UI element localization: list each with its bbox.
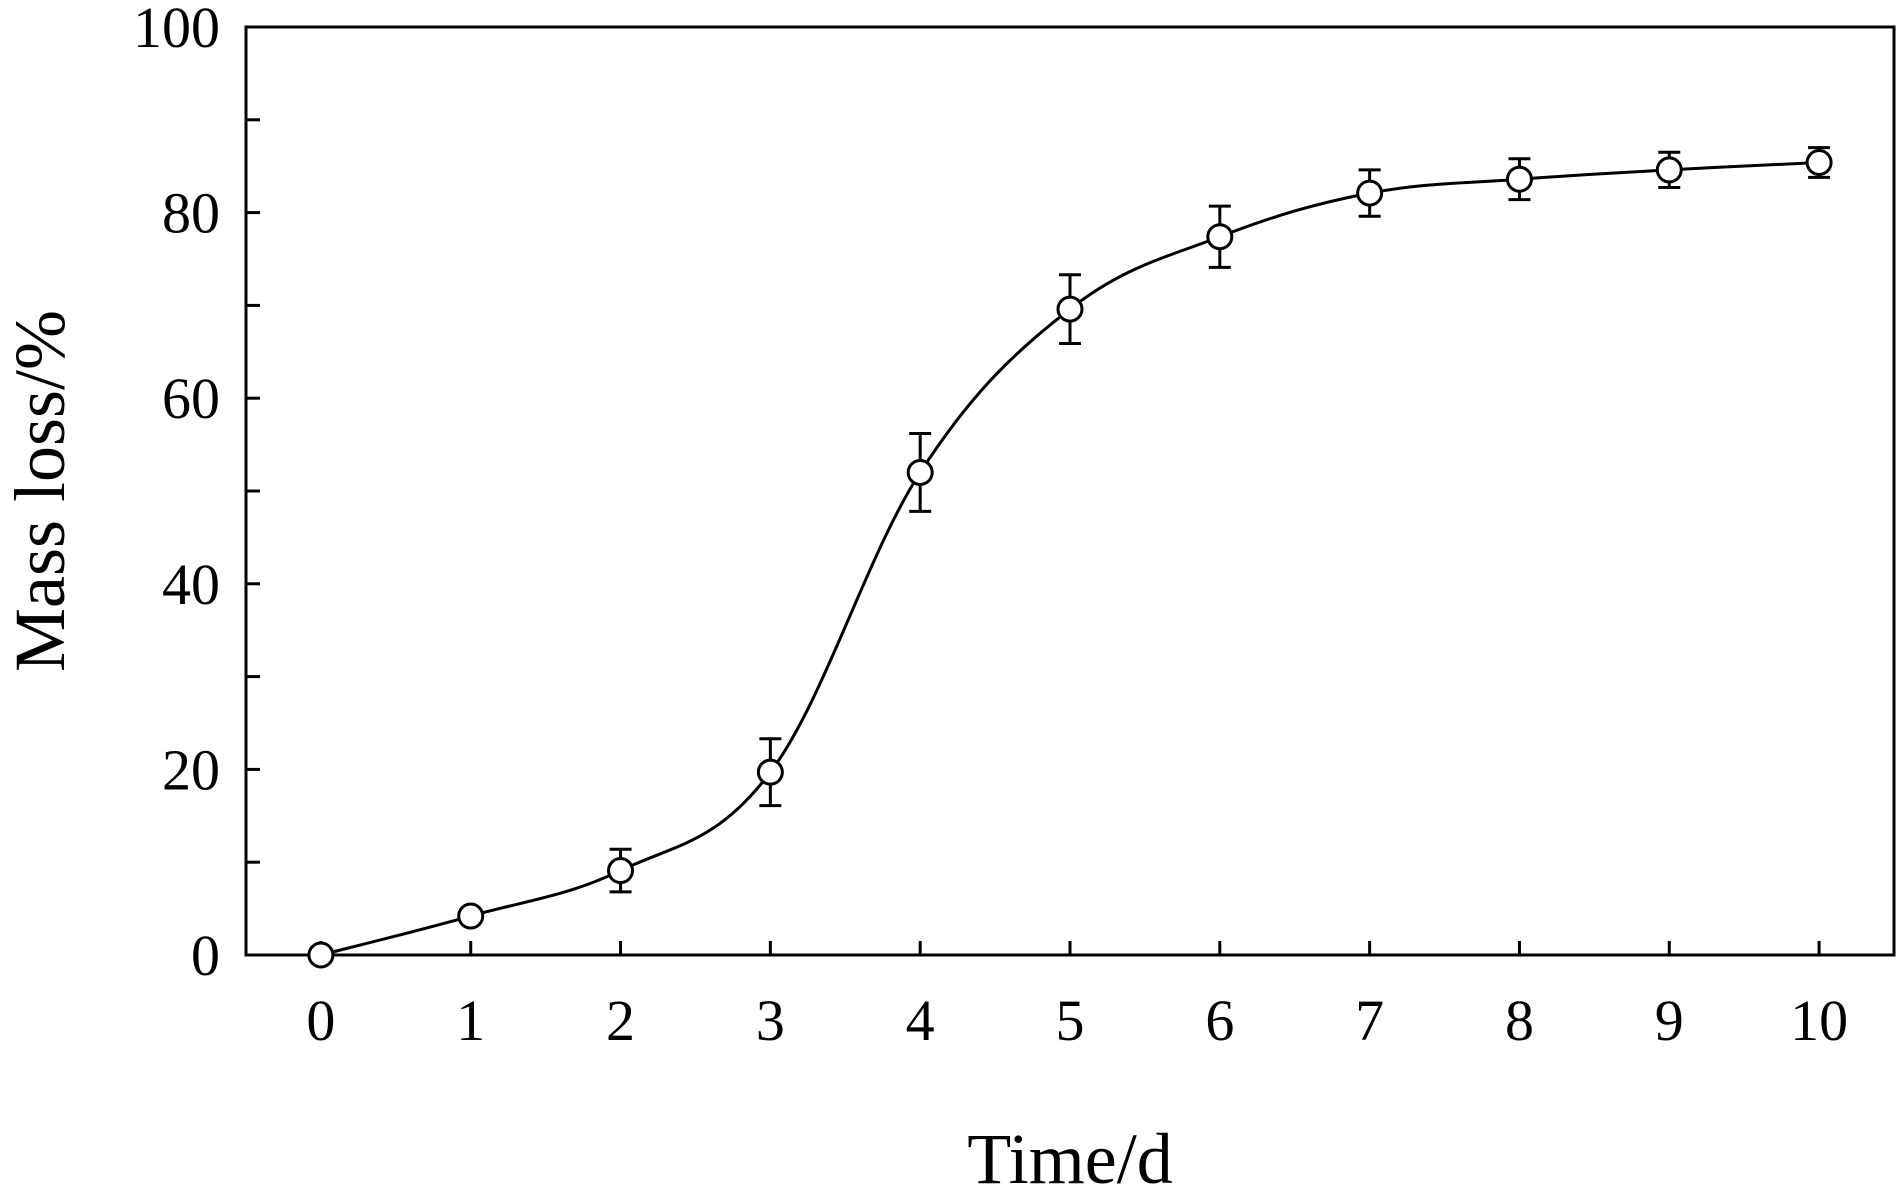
plot-frame-group — [244, 25, 1896, 957]
x-tick-label: 10 — [1790, 988, 1848, 1053]
data-point — [1356, 179, 1384, 207]
data-point — [457, 902, 485, 930]
x-tick-label: 4 — [906, 988, 935, 1053]
x-tick-label: 0 — [306, 988, 335, 1053]
data-point — [1655, 156, 1683, 184]
data-line-group — [320, 160, 1820, 957]
x-axis-title: Time/d — [967, 1119, 1172, 1195]
data-point — [1505, 165, 1533, 193]
data-point — [756, 758, 784, 786]
y-tick-label: 100 — [133, 0, 220, 60]
plot-frame — [244, 25, 1896, 957]
x-axis-ticks: 0 1 2 3 4 5 6 7 8 9 10 — [306, 941, 1848, 1053]
data-point — [1056, 295, 1084, 323]
x-tick-label: 5 — [1056, 988, 1085, 1053]
x-tick-label: 8 — [1505, 988, 1534, 1053]
y-tick-label: 0 — [191, 923, 220, 988]
y-axis-title: Mass loss/% — [0, 310, 80, 672]
error-bars-group — [309, 146, 1831, 960]
x-tick-label: 6 — [1205, 988, 1234, 1053]
data-point — [307, 941, 335, 969]
y-tick-label: 80 — [162, 181, 220, 246]
data-points-group — [307, 148, 1833, 969]
series-line — [320, 160, 1820, 957]
data-point — [607, 857, 635, 885]
data-point — [1206, 223, 1234, 251]
x-tick-label: 3 — [756, 988, 785, 1053]
y-tick-label: 20 — [162, 737, 220, 802]
y-axis-ticks: 0 20 40 60 80 100 — [133, 0, 260, 988]
x-tick-label: 1 — [456, 988, 485, 1053]
y-tick-label: 40 — [162, 552, 220, 617]
y-tick-label: 60 — [162, 366, 220, 431]
data-point — [906, 458, 934, 486]
x-tick-label: 9 — [1655, 988, 1684, 1053]
data-point — [1805, 148, 1833, 176]
x-tick-label: 2 — [606, 988, 635, 1053]
x-tick-label: 7 — [1355, 988, 1384, 1053]
